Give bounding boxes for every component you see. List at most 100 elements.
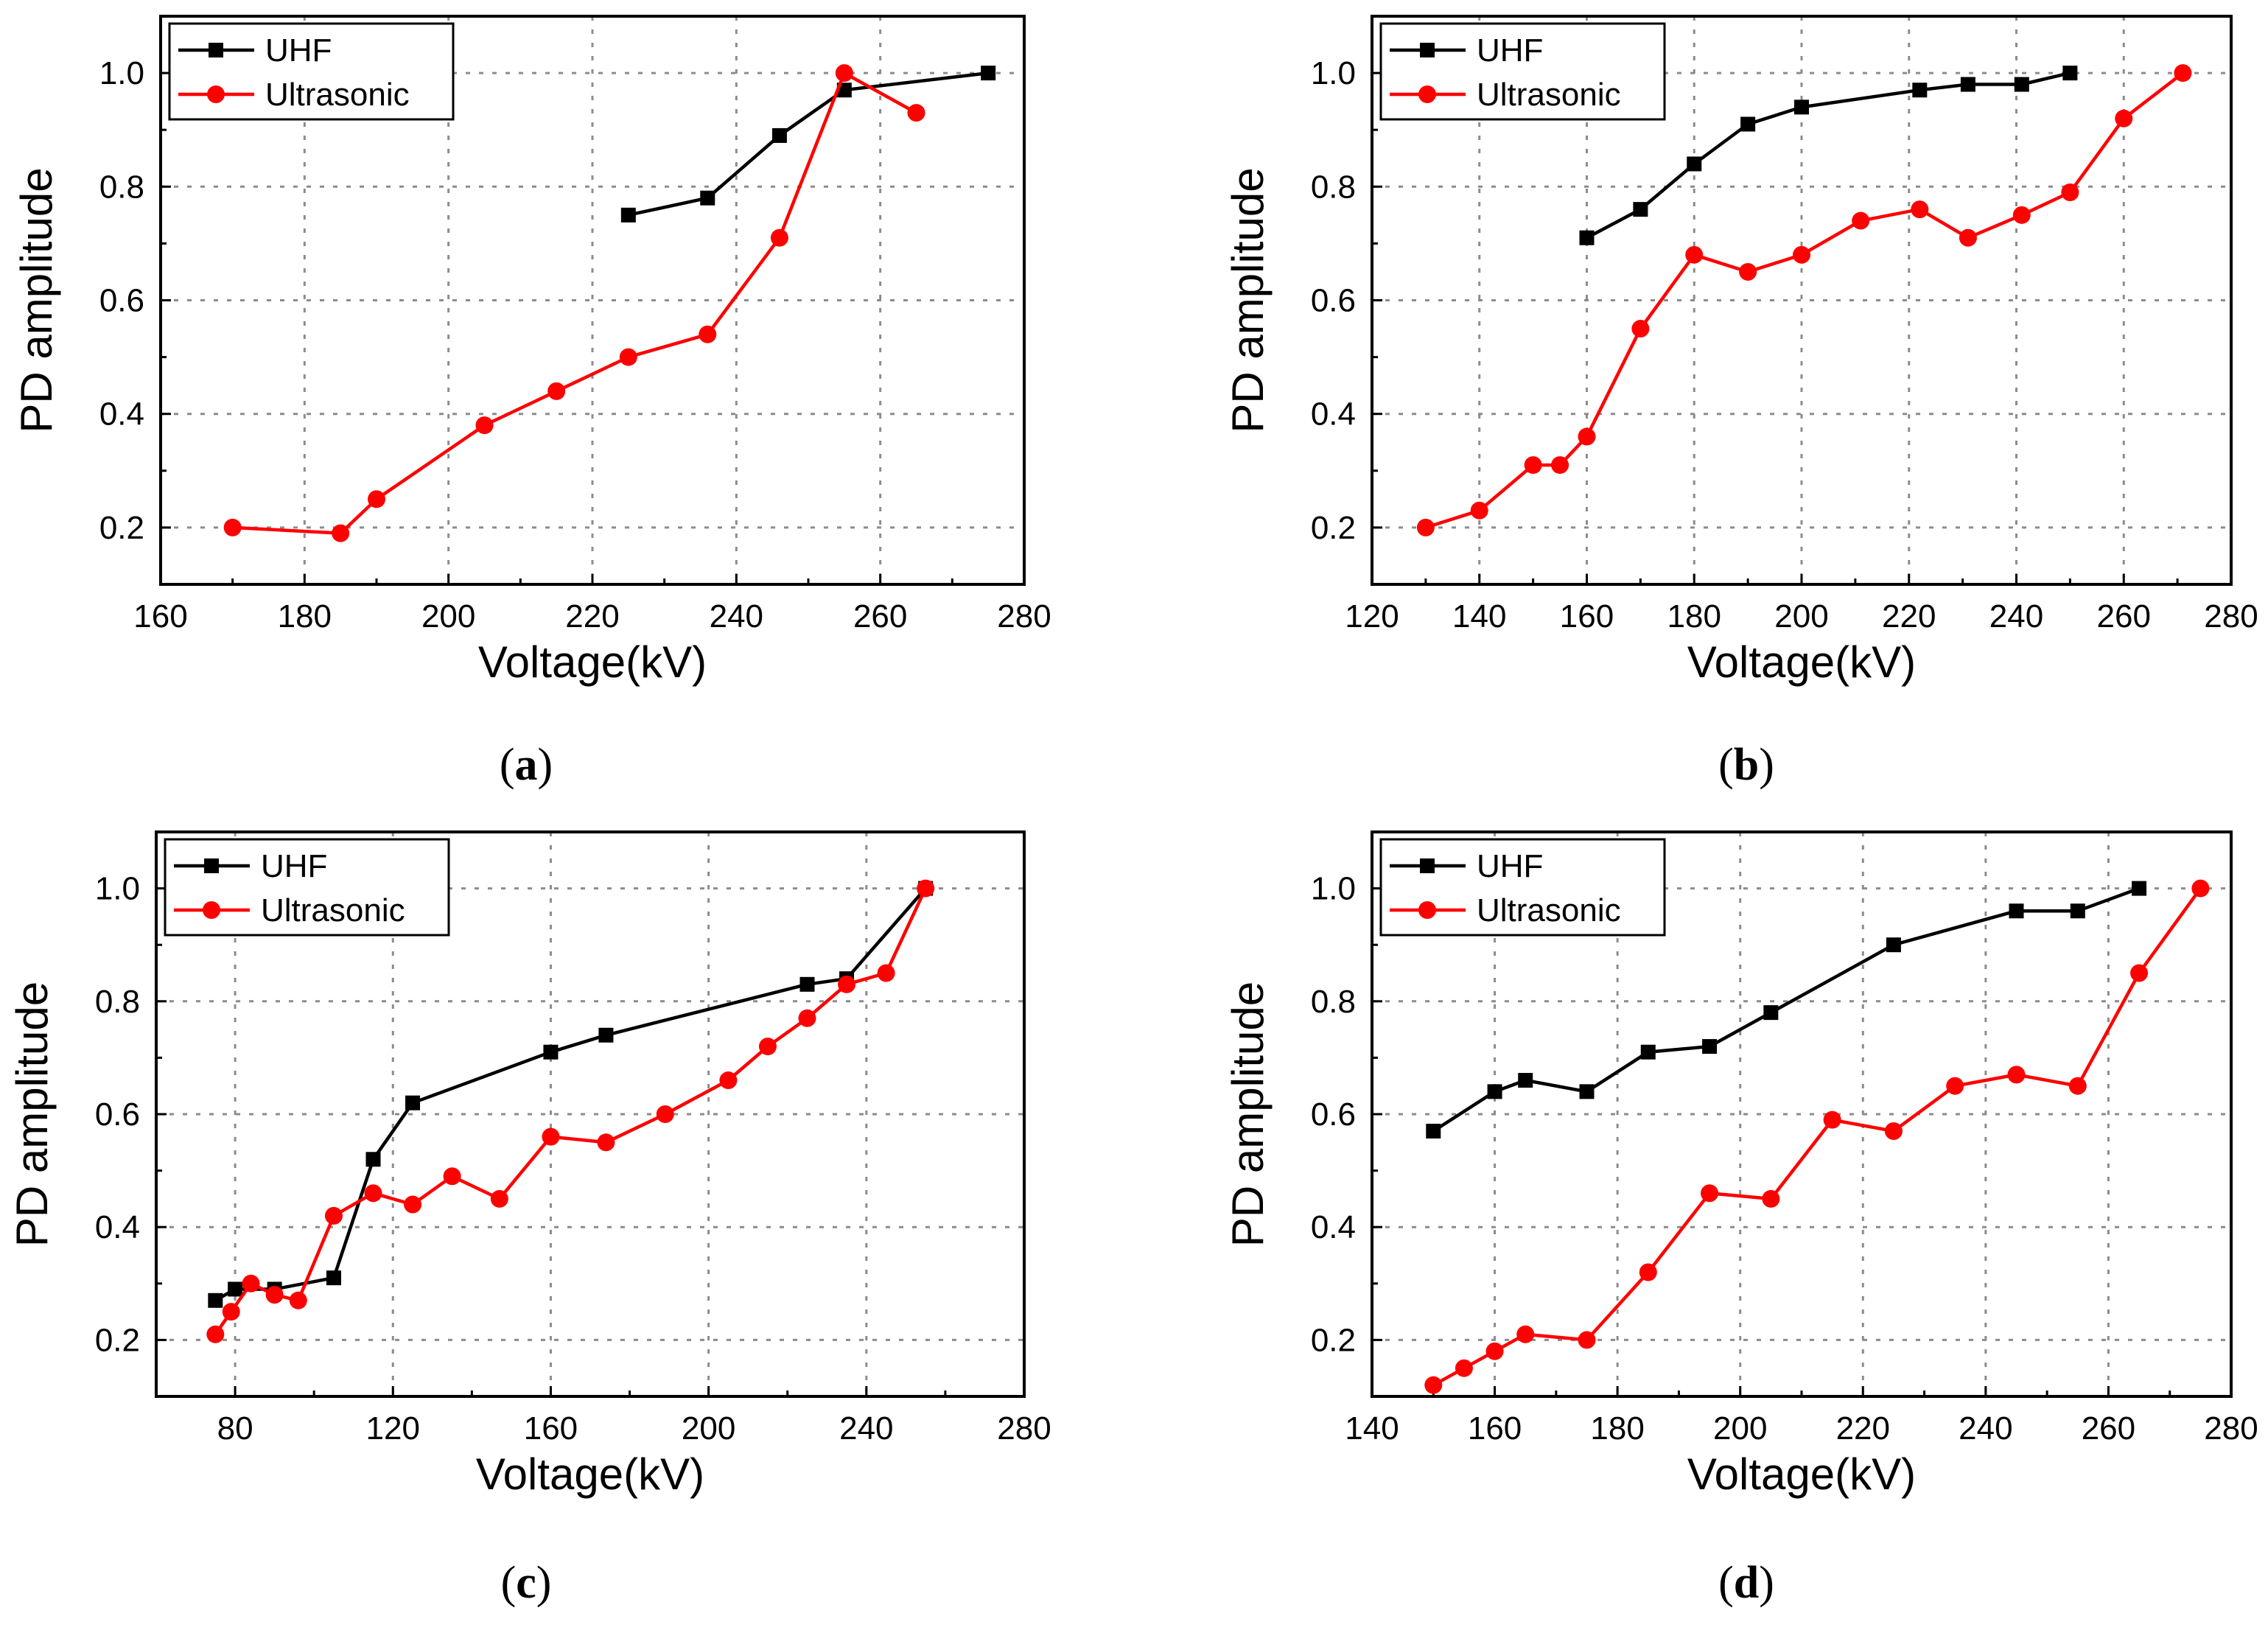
uhf-point — [2009, 903, 2024, 919]
legend-box — [1379, 22, 1666, 121]
uhf-point — [981, 66, 996, 81]
legend-marker-square — [204, 858, 219, 873]
ultrasonic-point — [1631, 320, 1650, 338]
panel-label: (d) — [1718, 1558, 1774, 1608]
panel-label: (c) — [501, 1558, 552, 1608]
panel-label: (b) — [1718, 740, 1774, 790]
ultrasonic-point — [404, 1195, 422, 1214]
x-tick-label: 200 — [421, 598, 475, 634]
y-axis-title: PD amplitude — [7, 982, 57, 1247]
uhf-point — [326, 1270, 341, 1286]
series-line-uhf — [628, 71, 989, 217]
ultrasonic-point — [1959, 228, 1977, 247]
uhf-point — [1487, 1084, 1502, 1099]
y-tick-label: 0.2 — [95, 1322, 140, 1358]
y-tick-label: 0.2 — [1311, 510, 1356, 546]
ultrasonic-point — [242, 1274, 260, 1293]
ultrasonic-point — [2191, 879, 2210, 898]
ultrasonic-point — [835, 64, 853, 83]
ultrasonic-point — [838, 975, 856, 993]
series-line-ultrasonic — [1425, 71, 2184, 530]
uhf-point — [1640, 1044, 1656, 1060]
ultrasonic-point — [2007, 1066, 2026, 1084]
x-tick-label: 180 — [1667, 598, 1721, 634]
x-tick-label: 280 — [997, 1410, 1051, 1447]
uhf-point — [799, 976, 815, 992]
uhf-point — [1426, 1123, 1441, 1138]
legend-marker-circle — [203, 901, 220, 919]
x-tick-label: 220 — [565, 598, 619, 634]
ultrasonic-point — [1485, 1342, 1504, 1360]
ultrasonic-point — [1470, 501, 1488, 520]
uhf-point — [208, 1293, 223, 1308]
y-tick-label: 0.8 — [1311, 984, 1356, 1020]
series-line-uhf — [214, 887, 927, 1302]
x-tick-label: 240 — [710, 598, 763, 634]
x-tick-label: 160 — [133, 598, 187, 634]
uhf-point — [543, 1044, 559, 1060]
x-tick-label: 200 — [1713, 1410, 1767, 1447]
ultrasonic-point — [1578, 427, 1596, 446]
ultrasonic-point — [798, 1009, 816, 1027]
y-tick-label: 1.0 — [99, 55, 144, 91]
uhf-point — [2070, 903, 2085, 919]
y-tick-label: 1.0 — [1311, 871, 1356, 907]
x-tick-label: 280 — [2204, 598, 2258, 634]
chart-panel-d: 140 160 180 200 220 240 260 280 0.2 0.4 0.6 0.8 1.0 U… — [1223, 830, 2258, 1608]
x-tick-label: 240 — [1959, 1410, 2012, 1447]
ultrasonic-point — [2115, 109, 2133, 127]
plot-frame — [155, 830, 1026, 1398]
x-tick-label: 160 — [524, 1410, 578, 1447]
ultrasonic-point — [699, 325, 717, 343]
panel-label: (a) — [500, 740, 553, 790]
ultrasonic-point — [443, 1167, 461, 1186]
ultrasonic-point — [758, 1038, 777, 1056]
panel-letter: b — [1734, 740, 1759, 790]
ultrasonic-point — [206, 1325, 225, 1343]
x-tick-label: 280 — [2204, 1410, 2258, 1447]
y-tick-label: 0.6 — [1311, 283, 1356, 319]
ultrasonic-point — [364, 1184, 382, 1203]
ultrasonic-point — [222, 1303, 240, 1321]
legend-marker-circle — [1418, 85, 1436, 103]
uhf-point — [1579, 230, 1595, 245]
x-tick-label: 240 — [1989, 598, 2043, 634]
ultrasonic-point — [368, 490, 385, 508]
x-tick-label: 200 — [1774, 598, 1828, 634]
ultrasonic-point — [1823, 1110, 1841, 1129]
legend-label: UHF — [1477, 848, 1543, 884]
y-tick-label: 0.4 — [1311, 396, 1356, 433]
uhf-point — [228, 1281, 243, 1297]
uhf-point — [1740, 116, 1756, 132]
uhf-point — [771, 127, 787, 143]
uhf-point — [620, 207, 636, 223]
y-tick-label: 0.6 — [99, 283, 144, 319]
ultrasonic-point — [1946, 1077, 1964, 1095]
ultrasonic-point — [1455, 1359, 1473, 1377]
y-tick-label: 0.8 — [99, 169, 144, 205]
legend-marker-square — [209, 43, 223, 57]
x-tick-label: 260 — [2082, 1410, 2135, 1447]
ultrasonic-point — [917, 879, 935, 898]
ultrasonic-point — [1701, 1184, 1719, 1203]
x-axis-title: Voltage(kV) — [478, 637, 707, 687]
legend-label: UHF — [1477, 32, 1543, 69]
ultrasonic-point — [1793, 245, 1810, 264]
ultrasonic-point — [1884, 1122, 1903, 1140]
uhf-point — [598, 1027, 614, 1043]
uhf-point — [365, 1152, 381, 1167]
ultrasonic-point — [1424, 1376, 1443, 1394]
ultrasonic-point — [2012, 206, 2031, 224]
uhf-point — [700, 190, 715, 206]
y-tick-label: 0.2 — [1311, 1322, 1356, 1358]
y-tick-label: 0.4 — [95, 1209, 140, 1245]
y-tick-label: 0.6 — [1311, 1096, 1356, 1133]
legend-label: Ultrasonic — [265, 77, 410, 113]
series-line-ultrasonic — [232, 71, 917, 535]
legend-box — [168, 22, 455, 121]
x-tick-label: 140 — [1452, 598, 1506, 634]
legend-marker-circle — [1418, 901, 1436, 919]
x-tick-label: 220 — [1836, 1410, 1890, 1447]
uhf-point — [1702, 1039, 1718, 1054]
x-tick-label: 180 — [278, 598, 332, 634]
